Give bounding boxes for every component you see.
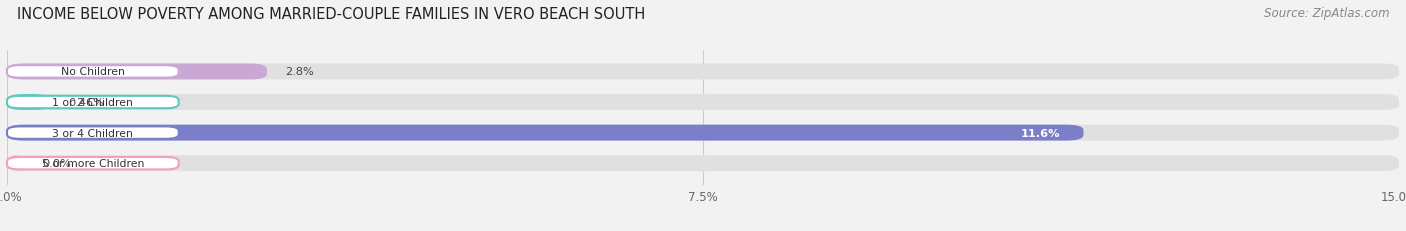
FancyBboxPatch shape bbox=[7, 125, 1399, 141]
FancyBboxPatch shape bbox=[7, 95, 1399, 110]
FancyBboxPatch shape bbox=[7, 125, 1084, 141]
Text: 11.6%: 11.6% bbox=[1021, 128, 1060, 138]
Text: 1 or 2 Children: 1 or 2 Children bbox=[52, 98, 134, 108]
FancyBboxPatch shape bbox=[7, 155, 24, 171]
Text: 5 or more Children: 5 or more Children bbox=[42, 158, 143, 168]
FancyBboxPatch shape bbox=[7, 64, 1399, 80]
Text: 3 or 4 Children: 3 or 4 Children bbox=[52, 128, 134, 138]
Text: No Children: No Children bbox=[60, 67, 125, 77]
Text: 2.8%: 2.8% bbox=[285, 67, 314, 77]
FancyBboxPatch shape bbox=[7, 157, 179, 170]
FancyBboxPatch shape bbox=[7, 66, 179, 78]
Text: Source: ZipAtlas.com: Source: ZipAtlas.com bbox=[1264, 7, 1389, 20]
Text: 0.0%: 0.0% bbox=[42, 158, 72, 168]
FancyBboxPatch shape bbox=[7, 155, 1399, 171]
FancyBboxPatch shape bbox=[7, 64, 267, 80]
Text: INCOME BELOW POVERTY AMONG MARRIED-COUPLE FAMILIES IN VERO BEACH SOUTH: INCOME BELOW POVERTY AMONG MARRIED-COUPL… bbox=[17, 7, 645, 22]
FancyBboxPatch shape bbox=[7, 127, 179, 139]
FancyBboxPatch shape bbox=[7, 95, 49, 110]
FancyBboxPatch shape bbox=[7, 96, 179, 109]
Text: 0.46%: 0.46% bbox=[69, 98, 104, 108]
